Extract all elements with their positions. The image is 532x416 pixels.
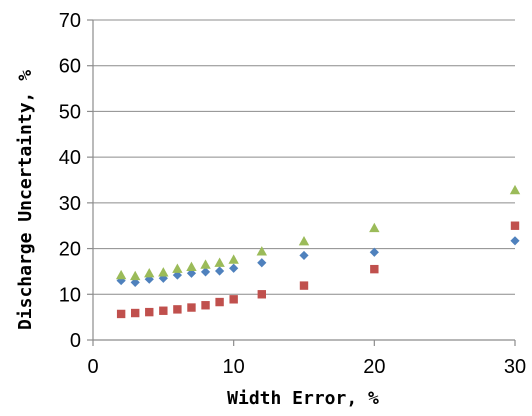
y-axis-title: Discharge Uncertainty, % [15, 70, 36, 330]
series-2 [116, 221, 520, 319]
triangle-point [158, 267, 169, 277]
triangle-point [298, 236, 310, 246]
diamond-point [299, 250, 309, 261]
triangle-point [186, 261, 197, 272]
square-point [229, 295, 238, 304]
triangle-point [130, 270, 141, 281]
diamond-point [130, 277, 140, 287]
series-1 [116, 236, 520, 287]
square-point [145, 307, 154, 317]
triangle-point [228, 254, 239, 264]
y-tick-label: 20 [59, 239, 81, 261]
x-tick-label: 10 [223, 356, 245, 378]
triangle-point [200, 259, 211, 269]
triangle-point [214, 257, 225, 267]
x-axis-title: Width Error, % [227, 388, 379, 409]
square-point [159, 306, 168, 315]
square-point [510, 221, 520, 230]
triangle-point [172, 263, 183, 273]
y-tick-label: 60 [59, 56, 81, 78]
x-tick-label: 30 [504, 356, 526, 378]
x-tick-label: 0 [87, 356, 98, 378]
y-tick-labels: 0 10 20 30 40 50 60 70 [59, 10, 81, 352]
square-point [215, 297, 224, 307]
triangle-point [144, 268, 155, 278]
x-tick-labels: 0 10 20 30 [87, 356, 526, 378]
diamond-point [229, 263, 239, 273]
diamond-point [510, 236, 520, 246]
square-point [370, 264, 379, 274]
square-point [299, 281, 309, 290]
diamond-point [369, 247, 379, 257]
y-tick-label: 50 [59, 101, 81, 123]
triangle-point [369, 222, 380, 233]
y-tick-label: 30 [59, 193, 81, 215]
triangle-point [115, 269, 127, 280]
axes [87, 19, 516, 346]
triangle-point [256, 246, 267, 256]
square-point [116, 309, 126, 319]
diamond-point [116, 275, 126, 286]
square-point [201, 301, 210, 310]
diamond-point [144, 274, 154, 284]
square-point [187, 303, 196, 312]
square-point [173, 305, 182, 314]
data-points [115, 184, 521, 319]
diamond-point [257, 258, 267, 268]
y-tick-label: 10 [59, 284, 81, 306]
diamond-point [215, 266, 225, 276]
grid-lines [93, 19, 515, 295]
diamond-point [172, 270, 182, 280]
y-tick-label: 70 [59, 10, 81, 32]
diamond-point [200, 267, 211, 277]
series-3 [115, 184, 521, 281]
y-tick-label: 0 [70, 330, 81, 352]
y-tick-label: 40 [59, 147, 81, 169]
square-point [131, 308, 140, 318]
square-point [257, 290, 266, 299]
triangle-point [509, 184, 521, 195]
x-tick-label: 20 [363, 356, 385, 378]
